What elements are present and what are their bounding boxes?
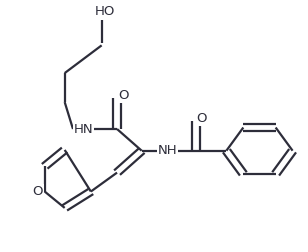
Text: HN: HN — [73, 122, 93, 136]
Text: NH: NH — [158, 144, 178, 157]
Text: O: O — [33, 185, 43, 198]
Text: HO: HO — [95, 5, 115, 18]
Text: O: O — [118, 89, 128, 102]
Text: O: O — [197, 112, 207, 125]
